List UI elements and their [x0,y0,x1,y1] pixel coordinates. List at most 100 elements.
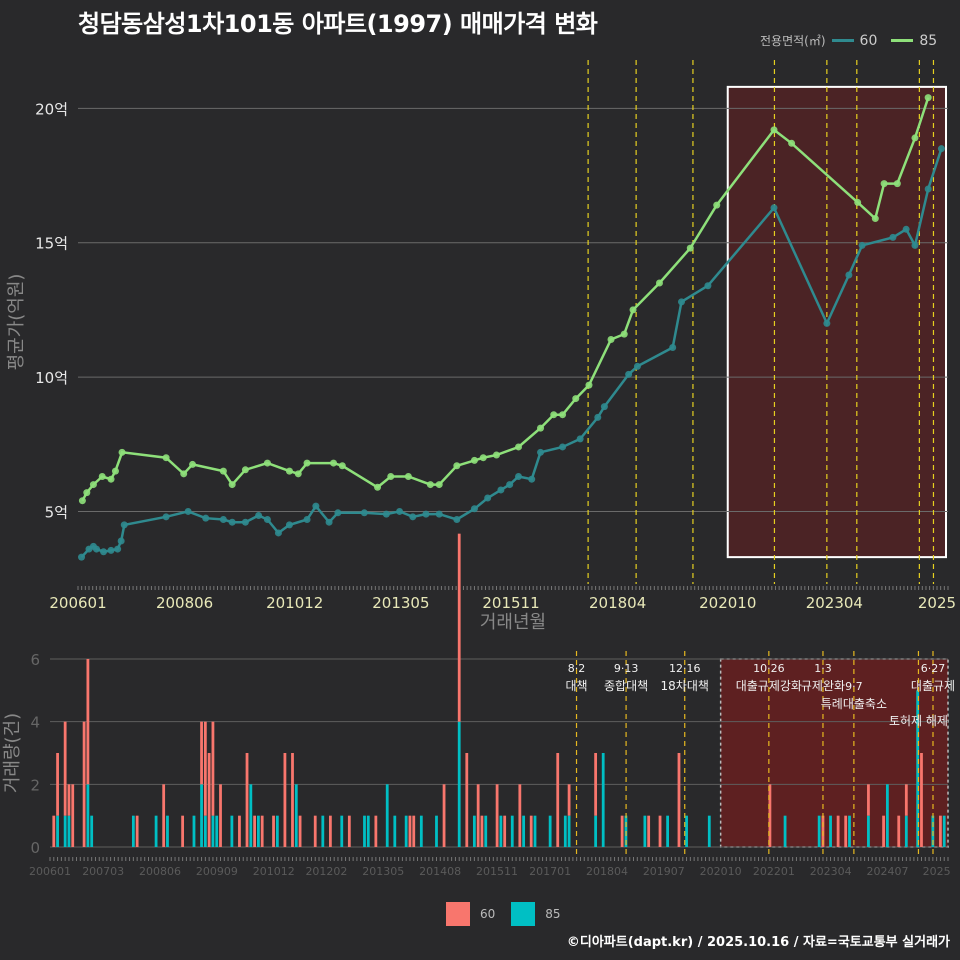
bar-85 [510,815,514,847]
bar-85 [499,815,503,847]
annotation-date: 12·16 [669,662,701,675]
bar-60 [52,815,56,847]
data-point-60 [107,546,115,554]
data-point-85 [572,395,580,403]
data-point-60 [360,509,368,517]
bar-60 [442,784,446,847]
bar-60 [211,721,215,816]
data-point-60 [537,448,545,456]
annotation-label: 규제완화 [801,679,845,693]
annotation-date: 1·3 [814,662,832,675]
data-point-60 [453,516,461,524]
x-tick-label: 201511 [482,594,539,612]
data-point-85 [83,489,91,497]
legend-title: 전용면적(㎡) [760,34,826,48]
data-point-85 [374,483,382,491]
data-point-85 [585,381,593,389]
data-point-60 [312,502,320,510]
data-point-85 [788,139,796,147]
data-point-60 [633,362,641,370]
bar-60 [203,721,207,816]
bar-85 [567,815,571,847]
bar-85 [848,815,851,847]
bar-x-tick-label: 202201 [753,865,795,878]
data-point-60 [93,545,101,553]
x-tick-label: 2025 [918,594,956,612]
bar-85 [533,815,537,847]
data-point-60 [422,510,430,518]
x-tick-label: 201804 [589,594,646,612]
bar-60 [374,815,378,847]
x-tick-label: 202304 [806,594,863,612]
data-point-85 [78,497,86,505]
data-point-85 [629,306,637,314]
bar-x-tick-label: 202010 [700,865,742,878]
data-point-60 [117,537,125,545]
data-point-60 [889,233,897,241]
legend-bottom-label-60: 60 [480,907,496,921]
data-point-60 [78,553,86,561]
bar-85 [249,784,253,847]
bar-85 [783,815,787,847]
data-point-60 [241,518,249,526]
bar-60 [844,815,848,847]
data-point-85 [537,424,545,432]
data-point-85 [189,460,197,468]
bar-85 [385,784,389,847]
bar-60 [647,815,651,847]
bar-60 [768,784,772,847]
bar-y-axis-label: 거래량(건) [2,713,23,793]
bar-60 [594,753,598,816]
data-point-85 [871,215,879,223]
bar-85 [393,815,397,847]
bar-85 [203,815,207,847]
x-axis-label: 거래년월 [480,612,546,633]
data-point-85 [880,180,888,188]
bar-85 [404,815,408,847]
x-tick-label: 200806 [156,594,213,612]
data-point-60 [823,319,831,327]
data-point-85 [285,467,293,475]
bar-60 [882,815,885,847]
bar-85 [472,815,476,847]
data-point-60 [845,271,853,279]
bar-y-tick-label: 0 [30,839,40,857]
bar-60 [328,815,332,847]
data-point-85 [180,470,188,478]
bar-85 [594,815,598,847]
bar-x-tick-label: 201012 [253,865,295,878]
annotation-date: 9·7 [845,680,863,693]
bar-60 [238,815,241,847]
annotation-date: 10·26 [753,662,785,675]
bar-60 [260,815,264,847]
data-point-60 [669,344,677,352]
bar-60 [567,784,571,816]
bar-x-tick-label: 202304 [810,865,852,878]
footer-credit: ©디아파트(dapt.kr) / 2025.10.16 / 자료=국토교통부 실… [566,935,950,950]
data-point-85 [404,473,412,481]
bar-60 [904,784,908,816]
bar-85 [942,815,946,847]
data-point-85 [453,462,461,470]
data-point-85 [893,180,901,188]
data-point-60 [600,403,608,411]
data-point-60 [382,510,390,518]
legend-swatch-60 [831,39,854,42]
bar-85 [166,815,169,847]
data-point-60 [528,475,536,483]
data-point-85 [294,470,302,478]
bar-60 [503,815,507,847]
bar-x-tick-label: 200703 [82,865,124,878]
legend-label-60: 60 [859,32,878,49]
bar-85 [340,815,344,847]
bar-60 [465,753,469,847]
bar-85 [643,815,647,847]
data-point-60 [625,370,633,378]
bar-60 [408,815,412,847]
data-point-60 [594,413,602,421]
y-tick-label: 20억 [35,100,68,118]
data-point-60 [497,486,505,494]
bar-x-tick-label: 200601 [29,865,71,878]
bar-85 [366,815,370,847]
bar-85 [321,815,325,847]
